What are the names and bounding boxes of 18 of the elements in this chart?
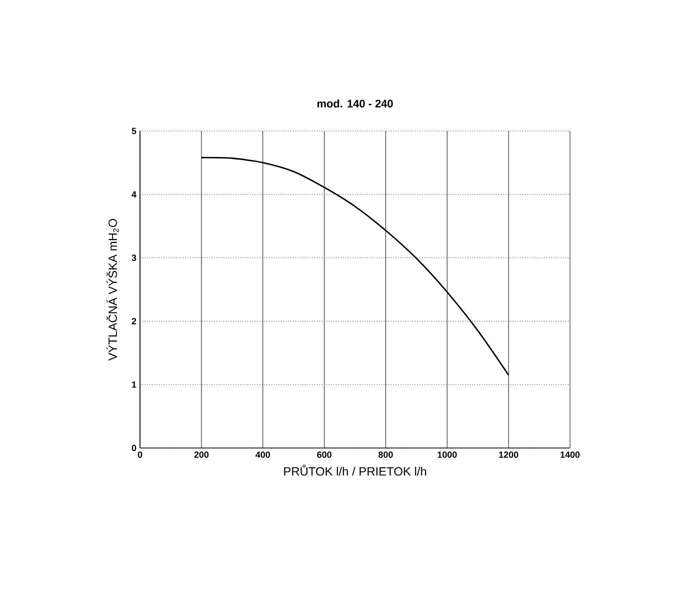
y-tick-label: 3 [132, 254, 136, 261]
y-tick-label: 5 [132, 128, 136, 134]
chart-title: mod. 140 - 240 [317, 99, 393, 108]
y-tick-label: 4 [132, 191, 136, 198]
x-axis-title: PRŮTOK l/h / PRIETOK l/h [284, 464, 426, 476]
x-tick-label: 1200 [499, 452, 518, 458]
line-series [200, 156, 510, 376]
x-tick-label: 1400 [560, 452, 580, 458]
y-tick-label: 1 [132, 382, 136, 388]
x-tick-label: 200 [194, 452, 209, 458]
x-tick-label: 1000 [438, 452, 457, 458]
y-tick-label: 2 [132, 318, 136, 324]
y-tick-label: 0 [132, 444, 136, 452]
x-tick-label: 600 [317, 452, 332, 458]
x-tick-label: 800 [378, 452, 393, 458]
y-axis-title: VÝTLAČNÁ VÝŠKA mH$_{2}$O [106, 218, 119, 361]
x-tick-label: 0 [138, 452, 142, 458]
x-tick-label: 400 [256, 452, 270, 458]
